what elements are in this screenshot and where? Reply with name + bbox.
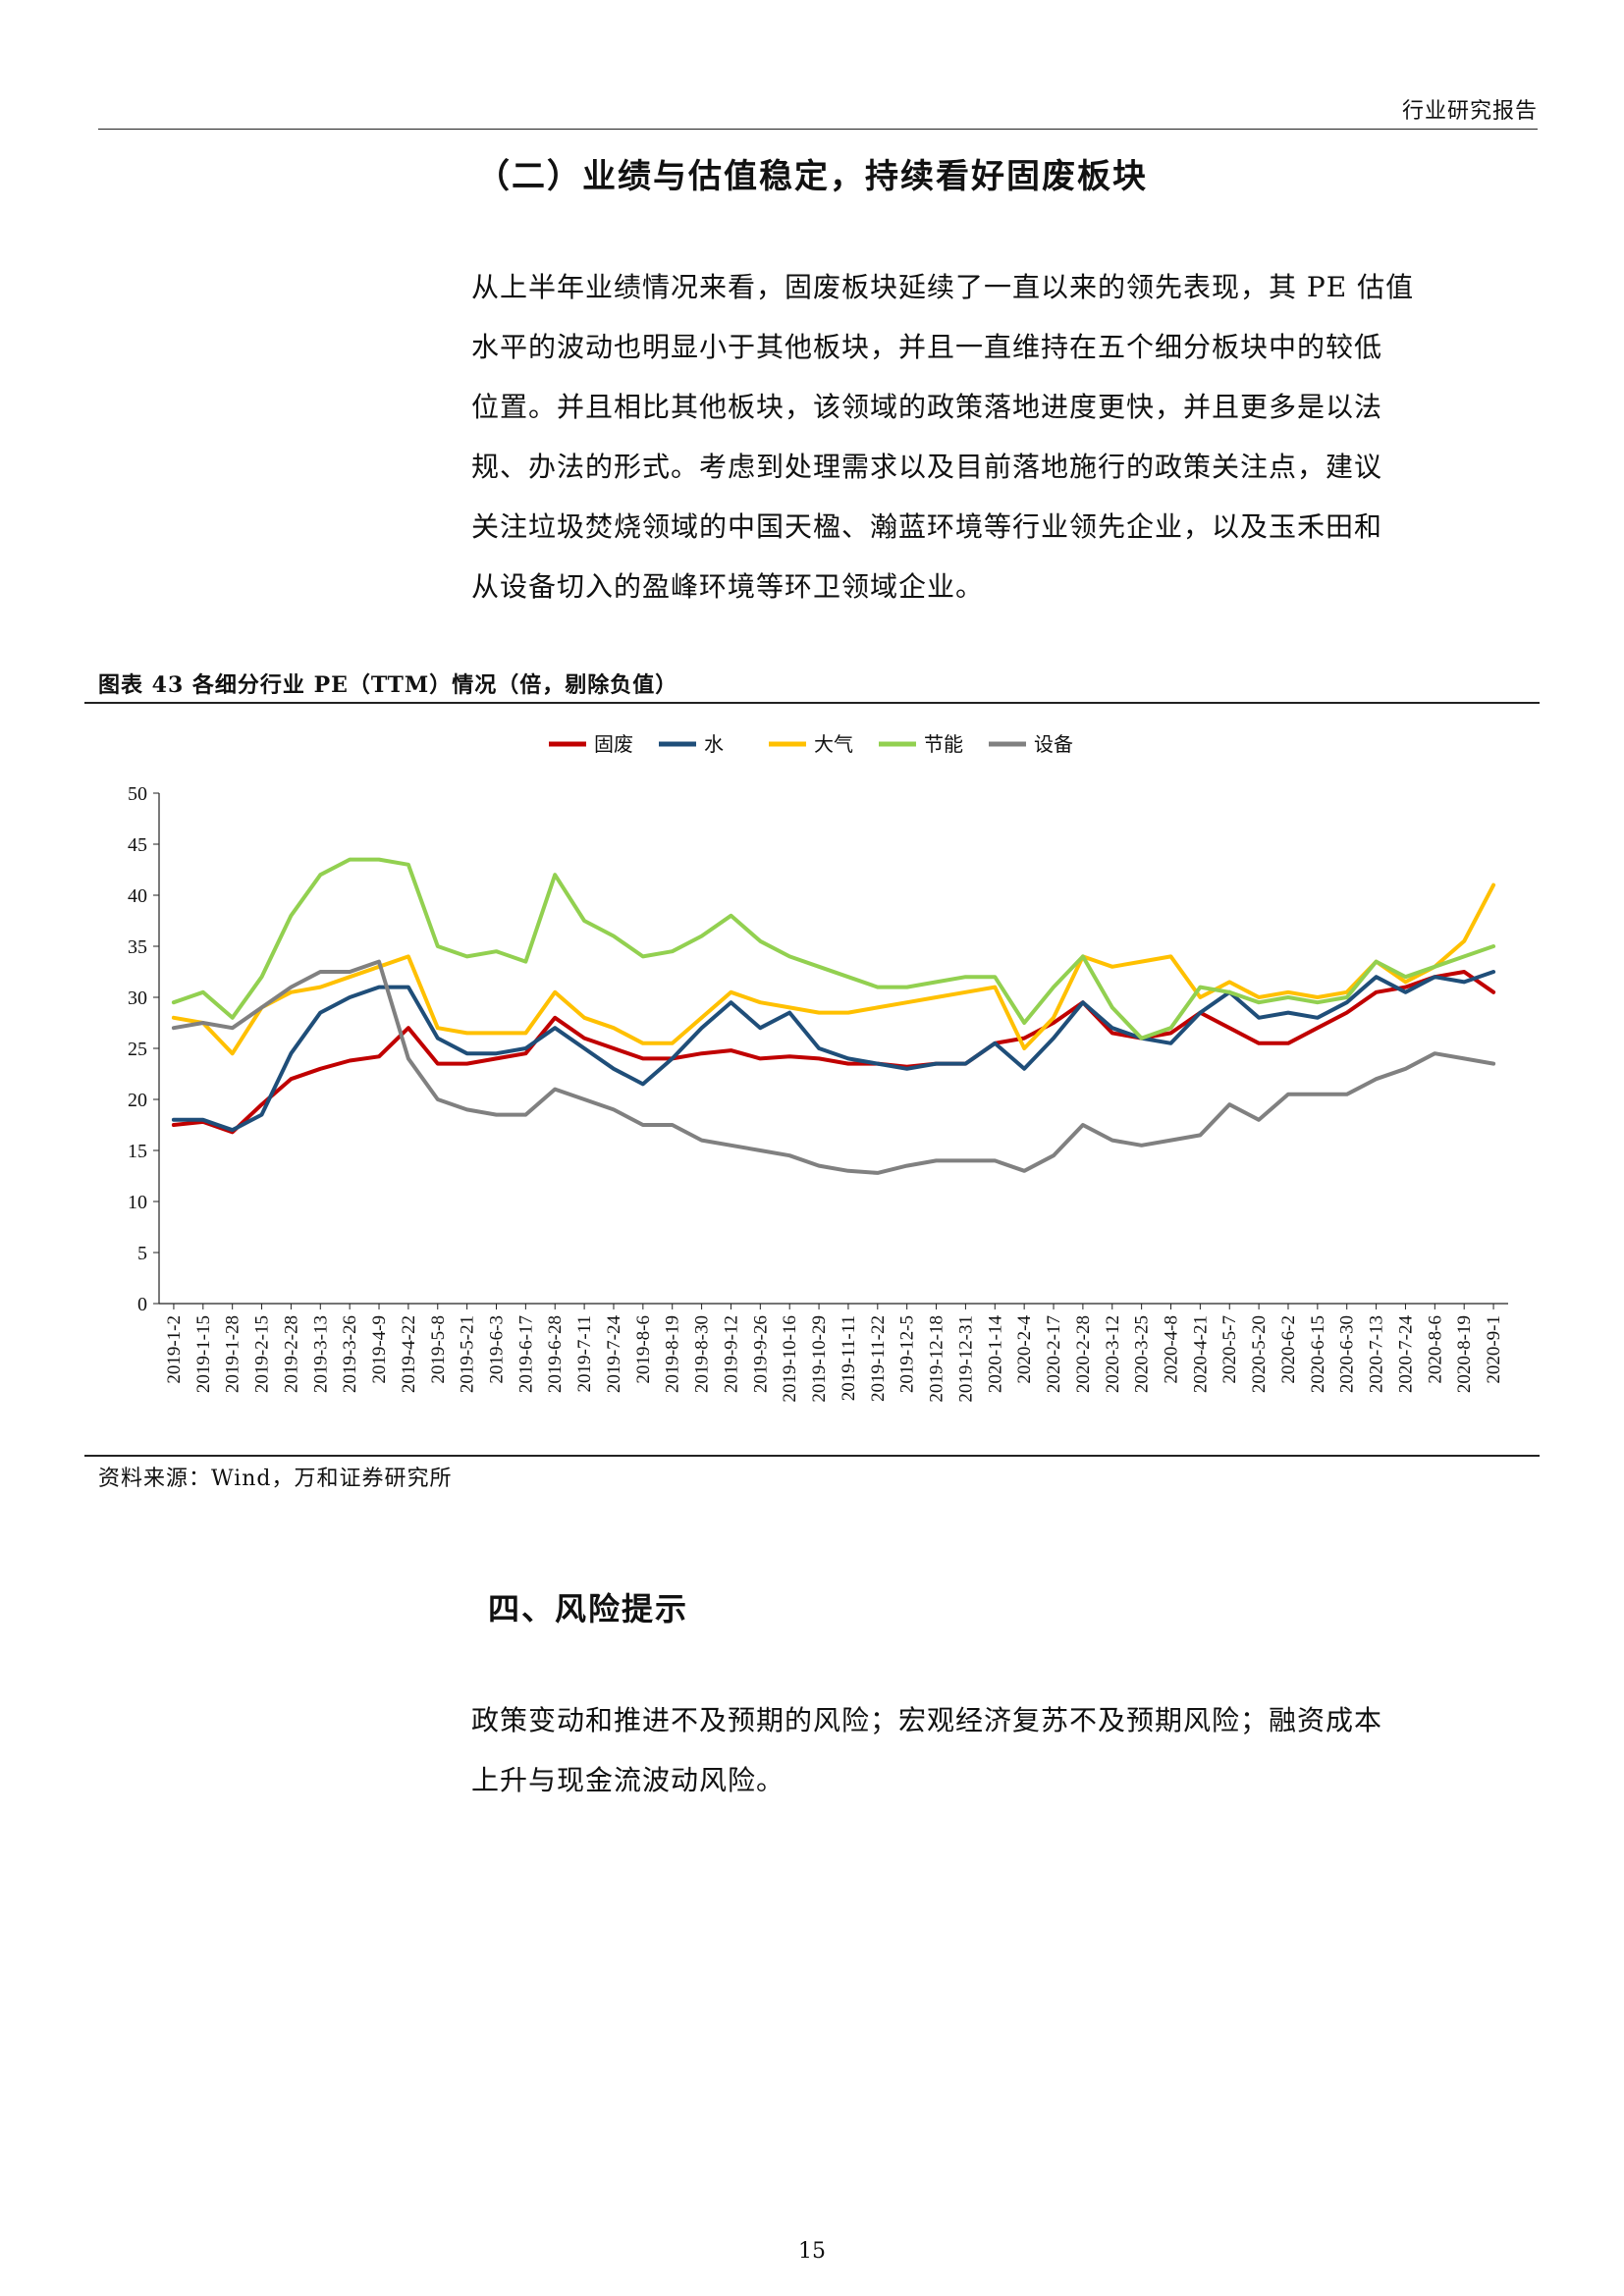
x-tick-label: 2019-11-11 <box>839 1315 859 1401</box>
y-tick-label: 5 <box>137 1243 147 1264</box>
legend-label: 节能 <box>924 733 963 756</box>
x-tick-label: 2019-6-17 <box>515 1315 536 1393</box>
y-tick-label: 40 <box>128 885 147 907</box>
figure-top-rule <box>84 702 1540 704</box>
x-tick-label: 2019-8-30 <box>692 1315 713 1393</box>
page-number: 15 <box>798 2239 826 2264</box>
header-divider <box>98 129 1538 130</box>
x-tick-label: 2020-1-14 <box>985 1315 1005 1394</box>
y-tick-label: 35 <box>128 936 147 958</box>
y-tick-label: 45 <box>128 834 147 856</box>
x-tick-label: 2019-11-22 <box>868 1315 889 1402</box>
x-tick-label: 2019-5-21 <box>458 1315 478 1393</box>
paragraph-line: 规、办法的形式。考虑到处理需求以及目前落地施行的政策关注点，建议 <box>471 451 1383 483</box>
x-tick-label: 2020-3-25 <box>1132 1315 1153 1393</box>
x-tick-label: 2020-2-28 <box>1073 1315 1094 1393</box>
x-tick-label: 2019-12-18 <box>927 1315 947 1403</box>
x-tick-label: 2019-5-8 <box>428 1315 449 1384</box>
series-line <box>171 882 1496 1056</box>
x-tick-label: 2020-5-20 <box>1249 1315 1270 1393</box>
figure-caption: 图表 43 各细分行业 PE（TTM）情况（倍，剔除负值） <box>98 672 678 698</box>
x-tick-label: 2019-1-2 <box>164 1315 185 1384</box>
y-tick-label: 15 <box>128 1141 147 1162</box>
x-tick-label: 2019-10-29 <box>809 1315 830 1403</box>
x-tick-label: 2020-8-19 <box>1454 1315 1475 1393</box>
x-tick-label: 2019-10-16 <box>780 1315 800 1403</box>
legend-label: 固废 <box>594 733 633 756</box>
section-paragraph: 从上半年业绩情况来看，固废板块延续了一直以来的领先表现，其 PE 估值 水平的波… <box>471 257 1532 616</box>
x-tick-label: 2019-12-5 <box>897 1315 918 1393</box>
legend-label: 大气 <box>814 733 853 756</box>
paragraph-line: 上升与现金流波动风险。 <box>471 1764 785 1796</box>
x-tick-label: 2019-9-12 <box>721 1315 741 1393</box>
y-tick-label: 0 <box>137 1294 147 1315</box>
x-tick-label: 2019-7-11 <box>574 1315 595 1392</box>
y-tick-label: 20 <box>128 1090 147 1111</box>
x-tick-label: 2019-7-24 <box>604 1315 624 1394</box>
x-tick-label: 2020-8-6 <box>1425 1315 1445 1384</box>
x-tick-label: 2020-7-24 <box>1395 1315 1416 1394</box>
series-line <box>171 959 1496 1175</box>
x-tick-label: 2019-4-9 <box>369 1315 390 1384</box>
y-tick-label: 25 <box>128 1039 147 1060</box>
x-tick-label: 2019-1-28 <box>223 1315 244 1393</box>
x-tick-label: 2019-2-28 <box>281 1315 301 1393</box>
x-tick-label: 2020-3-12 <box>1103 1315 1123 1393</box>
paragraph-line: 关注垃圾焚烧领域的中国天楹、瀚蓝环境等行业领先企业，以及玉禾田和 <box>471 510 1383 543</box>
x-tick-label: 2020-2-4 <box>1014 1315 1035 1384</box>
paragraph-line: 从上半年业绩情况来看，固废板块延续了一直以来的领先表现，其 PE 估值 <box>471 271 1415 303</box>
header-title: 行业研究报告 <box>1401 99 1538 124</box>
x-tick-label: 2020-9-1 <box>1484 1315 1504 1384</box>
x-tick-label: 2019-3-26 <box>340 1315 360 1393</box>
section-heading: （二）业绩与估值稳定，持续看好固废板块 <box>476 157 1148 196</box>
pe-line-chart: 0 5 10 15 20 25 30 35 40 45 50 2019-1-2 2019-1-15 201… <box>128 733 1508 1403</box>
y-tick-label: 30 <box>128 988 147 1009</box>
series-line <box>171 970 1496 1133</box>
figure-bottom-rule <box>84 1455 1540 1457</box>
x-tick-label: 2019-3-13 <box>310 1315 331 1393</box>
x-tick-label: 2020-5-7 <box>1219 1315 1240 1384</box>
paragraph-line: 位置。并且相比其他板块，该领域的政策落地进度更快，并且更多是以法 <box>471 391 1383 423</box>
x-tick-label: 2019-8-6 <box>633 1315 654 1384</box>
x-tick-label: 2020-4-8 <box>1162 1315 1182 1384</box>
x-tick-label: 2020-6-2 <box>1278 1315 1299 1384</box>
x-tick-label: 2020-6-15 <box>1308 1315 1328 1393</box>
x-tick-label: 2020-2-17 <box>1044 1315 1064 1393</box>
paragraph-line: 从设备切入的盈峰环境等环卫领域企业。 <box>471 570 985 603</box>
x-tick-label: 2019-8-19 <box>663 1315 683 1393</box>
x-tick-label: 2019-2-15 <box>252 1315 273 1393</box>
risk-paragraph: 政策变动和推进不及预期的风险；宏观经济复苏不及预期风险；融资成本 上升与现金流波… <box>471 1690 1532 1810</box>
x-tick-label: 2020-7-13 <box>1367 1315 1387 1393</box>
figure-source: 资料来源：Wind，万和证券研究所 <box>98 1467 453 1491</box>
y-tick-label: 50 <box>128 783 147 805</box>
x-tick-label: 2020-4-21 <box>1190 1315 1211 1393</box>
series-line <box>171 970 1496 1135</box>
x-tick-label: 2019-6-28 <box>545 1315 566 1393</box>
series-line <box>171 857 1496 1041</box>
legend-label: 设备 <box>1034 733 1073 756</box>
x-tick-label: 2019-1-15 <box>193 1315 214 1393</box>
x-tick-label: 2019-9-26 <box>750 1315 771 1393</box>
paragraph-line: 政策变动和推进不及预期的风险；宏观经济复苏不及预期风险；融资成本 <box>471 1704 1383 1736</box>
y-tick-label: 10 <box>128 1192 147 1213</box>
x-tick-label: 2019-4-22 <box>399 1315 419 1393</box>
x-tick-label: 2019-12-31 <box>955 1315 976 1403</box>
risk-heading: 四、风险提示 <box>488 1590 689 1628</box>
x-tick-label: 2019-6-3 <box>487 1315 508 1384</box>
x-tick-label: 2020-6-30 <box>1337 1315 1358 1393</box>
legend-label: 水 <box>704 733 724 756</box>
paragraph-line: 水平的波动也明显小于其他板块，并且一直维持在五个细分板块中的较低 <box>471 331 1383 363</box>
